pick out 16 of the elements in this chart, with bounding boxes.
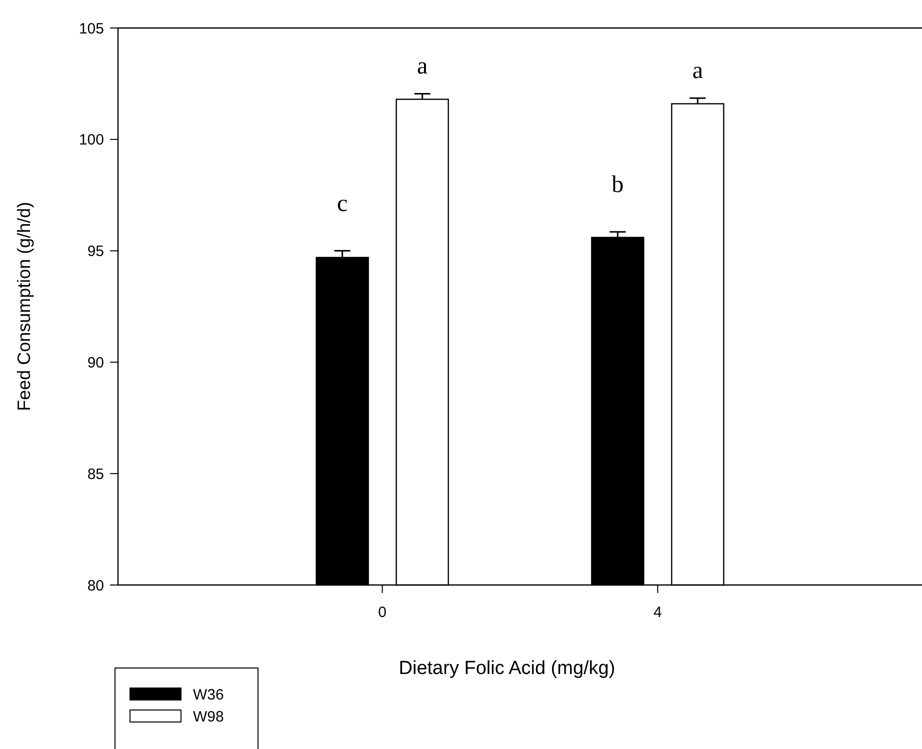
legend-label: W98 xyxy=(193,708,224,726)
y-tick-label: 95 xyxy=(87,243,104,260)
legend-label: W36 xyxy=(193,686,224,704)
x-tick-label: 0 xyxy=(378,604,386,621)
annotation: a xyxy=(692,58,704,84)
x-axis-title: Dietary Folic Acid (mg/kg) xyxy=(398,658,616,679)
y-tick-label: 100 xyxy=(78,132,104,149)
y-tick-label: 90 xyxy=(87,354,104,372)
y-tick-label: 80 xyxy=(87,577,104,594)
y-tick-label: 85 xyxy=(87,466,104,483)
annotation: a xyxy=(417,54,428,80)
x-tick-label: 4 xyxy=(654,604,662,621)
y-tick-label: 105 xyxy=(78,20,104,38)
annotation: c xyxy=(337,190,348,217)
y-axis-title: Feed Consumption (g/h/d) xyxy=(14,202,34,412)
annotation: b xyxy=(612,172,624,198)
